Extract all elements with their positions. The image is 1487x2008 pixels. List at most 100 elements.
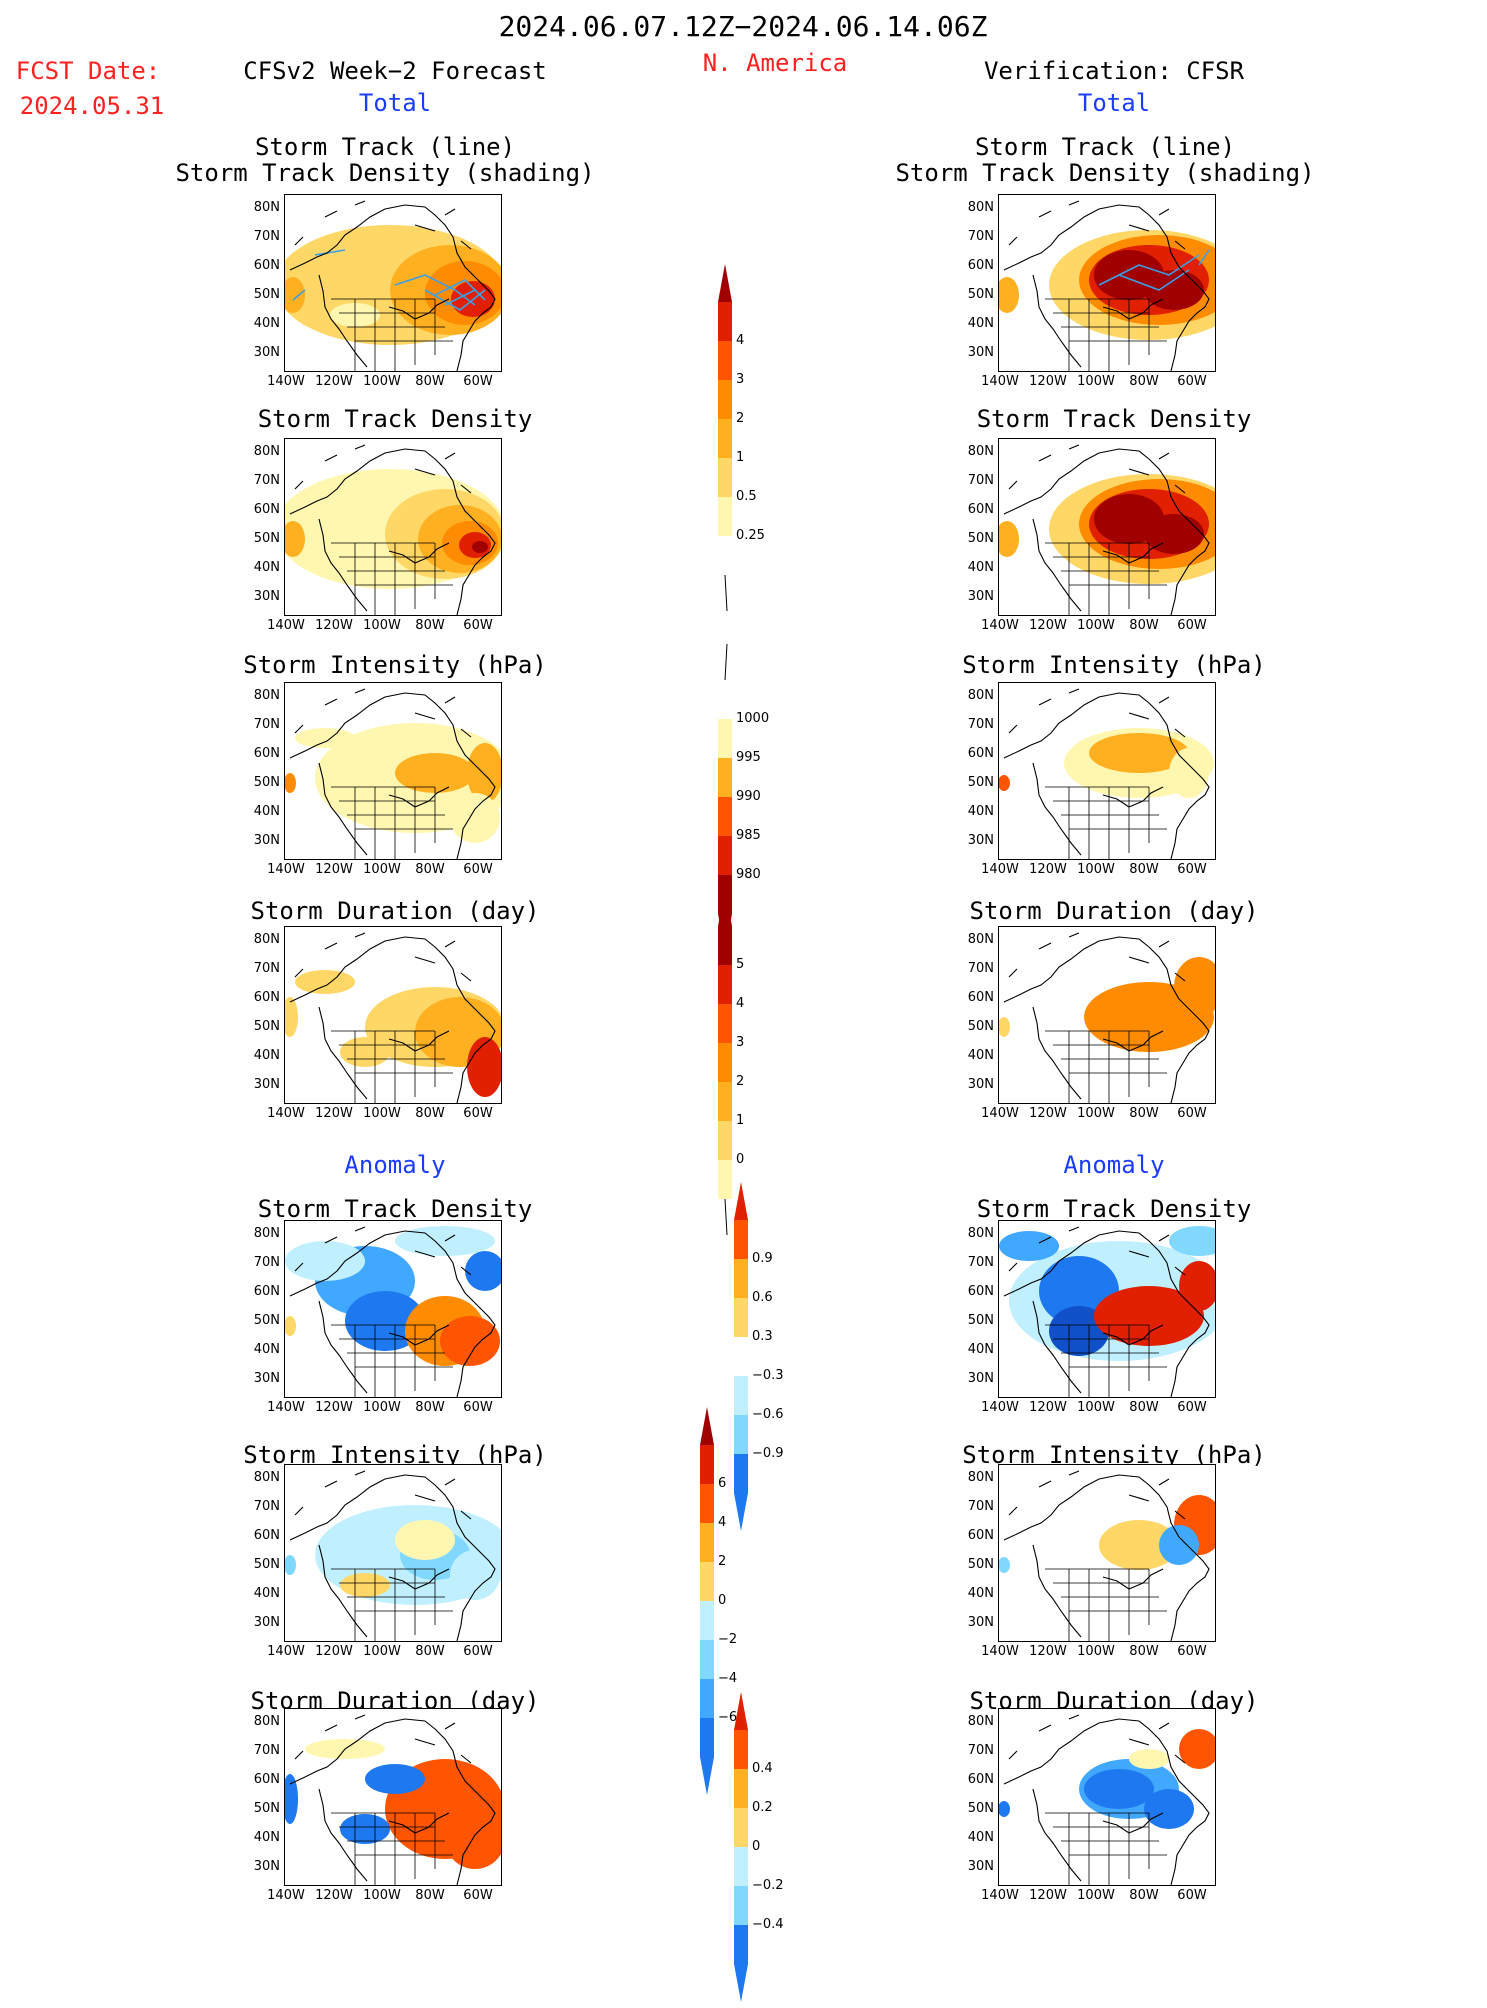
lon-tick-label: 120W [315,1106,353,1121]
lat-tick-label: 30N [967,1077,994,1092]
state-borders [331,542,453,615]
lat-tick-label: 80N [253,1470,280,1485]
lon-tick-label: 80W [1129,1400,1159,1415]
shading-region [1049,1306,1109,1356]
lat-tick-label: 70N [253,1743,280,1758]
colorbar-tick-label: 6 [718,1476,727,1491]
panel-title-density-anom-right: Storm Track Density [976,1195,1252,1223]
shading-region [285,773,296,793]
coastline [289,1226,496,1397]
lat-tick-label: 80N [253,932,280,947]
coastline [1003,932,1210,1103]
coastline [289,1470,496,1641]
map-intensity-verification [998,682,1216,860]
colorbar-tick-label: −0.6 [752,1407,784,1422]
lon-tick-label: 100W [1077,618,1115,633]
lat-tick-label: 80N [967,688,994,703]
colorbar-swatch [718,380,732,419]
lat-tick-label: 60N [967,502,994,517]
lat-tick-label: 30N [253,1615,280,1630]
shading-region [450,1550,500,1600]
state-borders [331,1812,453,1885]
map-duration-anom-forecast [284,1708,502,1886]
lat-tick-label: 30N [967,833,994,848]
colorbar-swatch [734,1847,748,1886]
coastline [289,444,496,615]
state-borders [1045,298,1167,371]
map-duration-anom-verification [998,1708,1216,1886]
state-borders [331,786,453,859]
colorbar-tick-label: 4 [718,1515,727,1530]
lat-tick-label: 30N [967,1859,994,1874]
coastline [1003,1714,1210,1885]
lon-tick-label: 100W [363,1106,401,1121]
map-duration-forecast [284,926,502,1104]
lon-tick-label: 120W [1029,618,1067,633]
shading-region [467,743,501,803]
panel-title-duration-right: Storm Duration (day) [969,897,1259,925]
shading-region [1099,1520,1179,1570]
lon-tick-label: 80W [1129,1106,1159,1121]
lat-tick-label: 40N [253,1048,280,1063]
lon-tick-label: 100W [363,618,401,633]
panel-title-density-right: Storm Track Density [976,405,1252,433]
colorbar-swatch [734,1298,748,1337]
colorbar-tick-label: 0 [718,1593,727,1608]
shading-region [450,793,500,843]
lat-tick-label: 40N [253,1342,280,1357]
colorbar-tick-label: 995 [736,750,761,765]
lon-tick-label: 120W [315,1888,353,1903]
lon-tick-label: 120W [1029,1400,1067,1415]
colorbar-swatch [718,680,732,719]
coastline [289,932,496,1103]
lon-tick-label: 60W [463,374,493,389]
lon-tick-label: 140W [981,1106,1019,1121]
lat-tick-label: 30N [253,1077,280,1092]
map-density-verification [998,438,1216,616]
colorbar-tail-bottom [724,1198,728,1236]
colorbar-tick-label: 3 [736,1035,745,1050]
lon-tick-label: 80W [415,1400,445,1415]
shading-region [365,1764,425,1794]
shading-region [395,1520,455,1560]
colorbar-tick-label: 3 [736,372,745,387]
panel-title-intensity-left: Storm Intensity (hPa) [243,651,547,679]
colorbar-density-total: 4 3 2 1 0.5 0.25 [718,262,788,619]
fcst-date-value: 2024.05.31 [19,92,165,120]
lat-tick-label: 50N [967,531,994,546]
state-borders [331,1324,453,1397]
colorbar-arrow-top [700,1407,714,1445]
lon-tick-label: 140W [267,1106,305,1121]
lon-tick-label: 80W [415,374,445,389]
colorbar-swatch [700,1601,714,1640]
colorbar-swatch [700,1445,714,1484]
lat-tick-label: 60N [967,1284,994,1299]
colorbar-swatch [734,1808,748,1847]
colorbar-swatch [718,341,732,380]
lat-tick-label: 40N [967,1342,994,1357]
lat-tick-label: 70N [253,473,280,488]
lon-tick-label: 140W [981,1400,1019,1415]
shading-region [395,753,475,793]
colorbar-swatch [718,497,732,536]
colorbar-tick-label: 0.4 [752,1761,773,1776]
lon-tick-label: 140W [267,1400,305,1415]
colorbar-tick-label: 2 [736,1074,745,1089]
colorbar-tick-label: 5 [736,957,745,972]
anomaly-label-right: Anomaly [1063,1151,1165,1179]
lat-tick-label: 30N [253,345,280,360]
lon-tick-label: 140W [267,862,305,877]
lon-tick-label: 100W [363,862,401,877]
lat-tick-label: 30N [967,1615,994,1630]
colorbar-tick-label: −0.9 [752,1446,784,1461]
colorbar-swatch [734,1337,748,1376]
lon-tick-label: 80W [415,1106,445,1121]
lat-tick-label: 40N [253,560,280,575]
lat-tick-label: 40N [967,804,994,819]
lon-tick-label: 140W [267,1644,305,1659]
colorbar-swatch [718,758,732,797]
lat-tick-label: 30N [253,1859,280,1874]
lat-tick-label: 70N [253,229,280,244]
colorbar-arrow-top [734,1182,748,1220]
lat-tick-label: 80N [967,1714,994,1729]
